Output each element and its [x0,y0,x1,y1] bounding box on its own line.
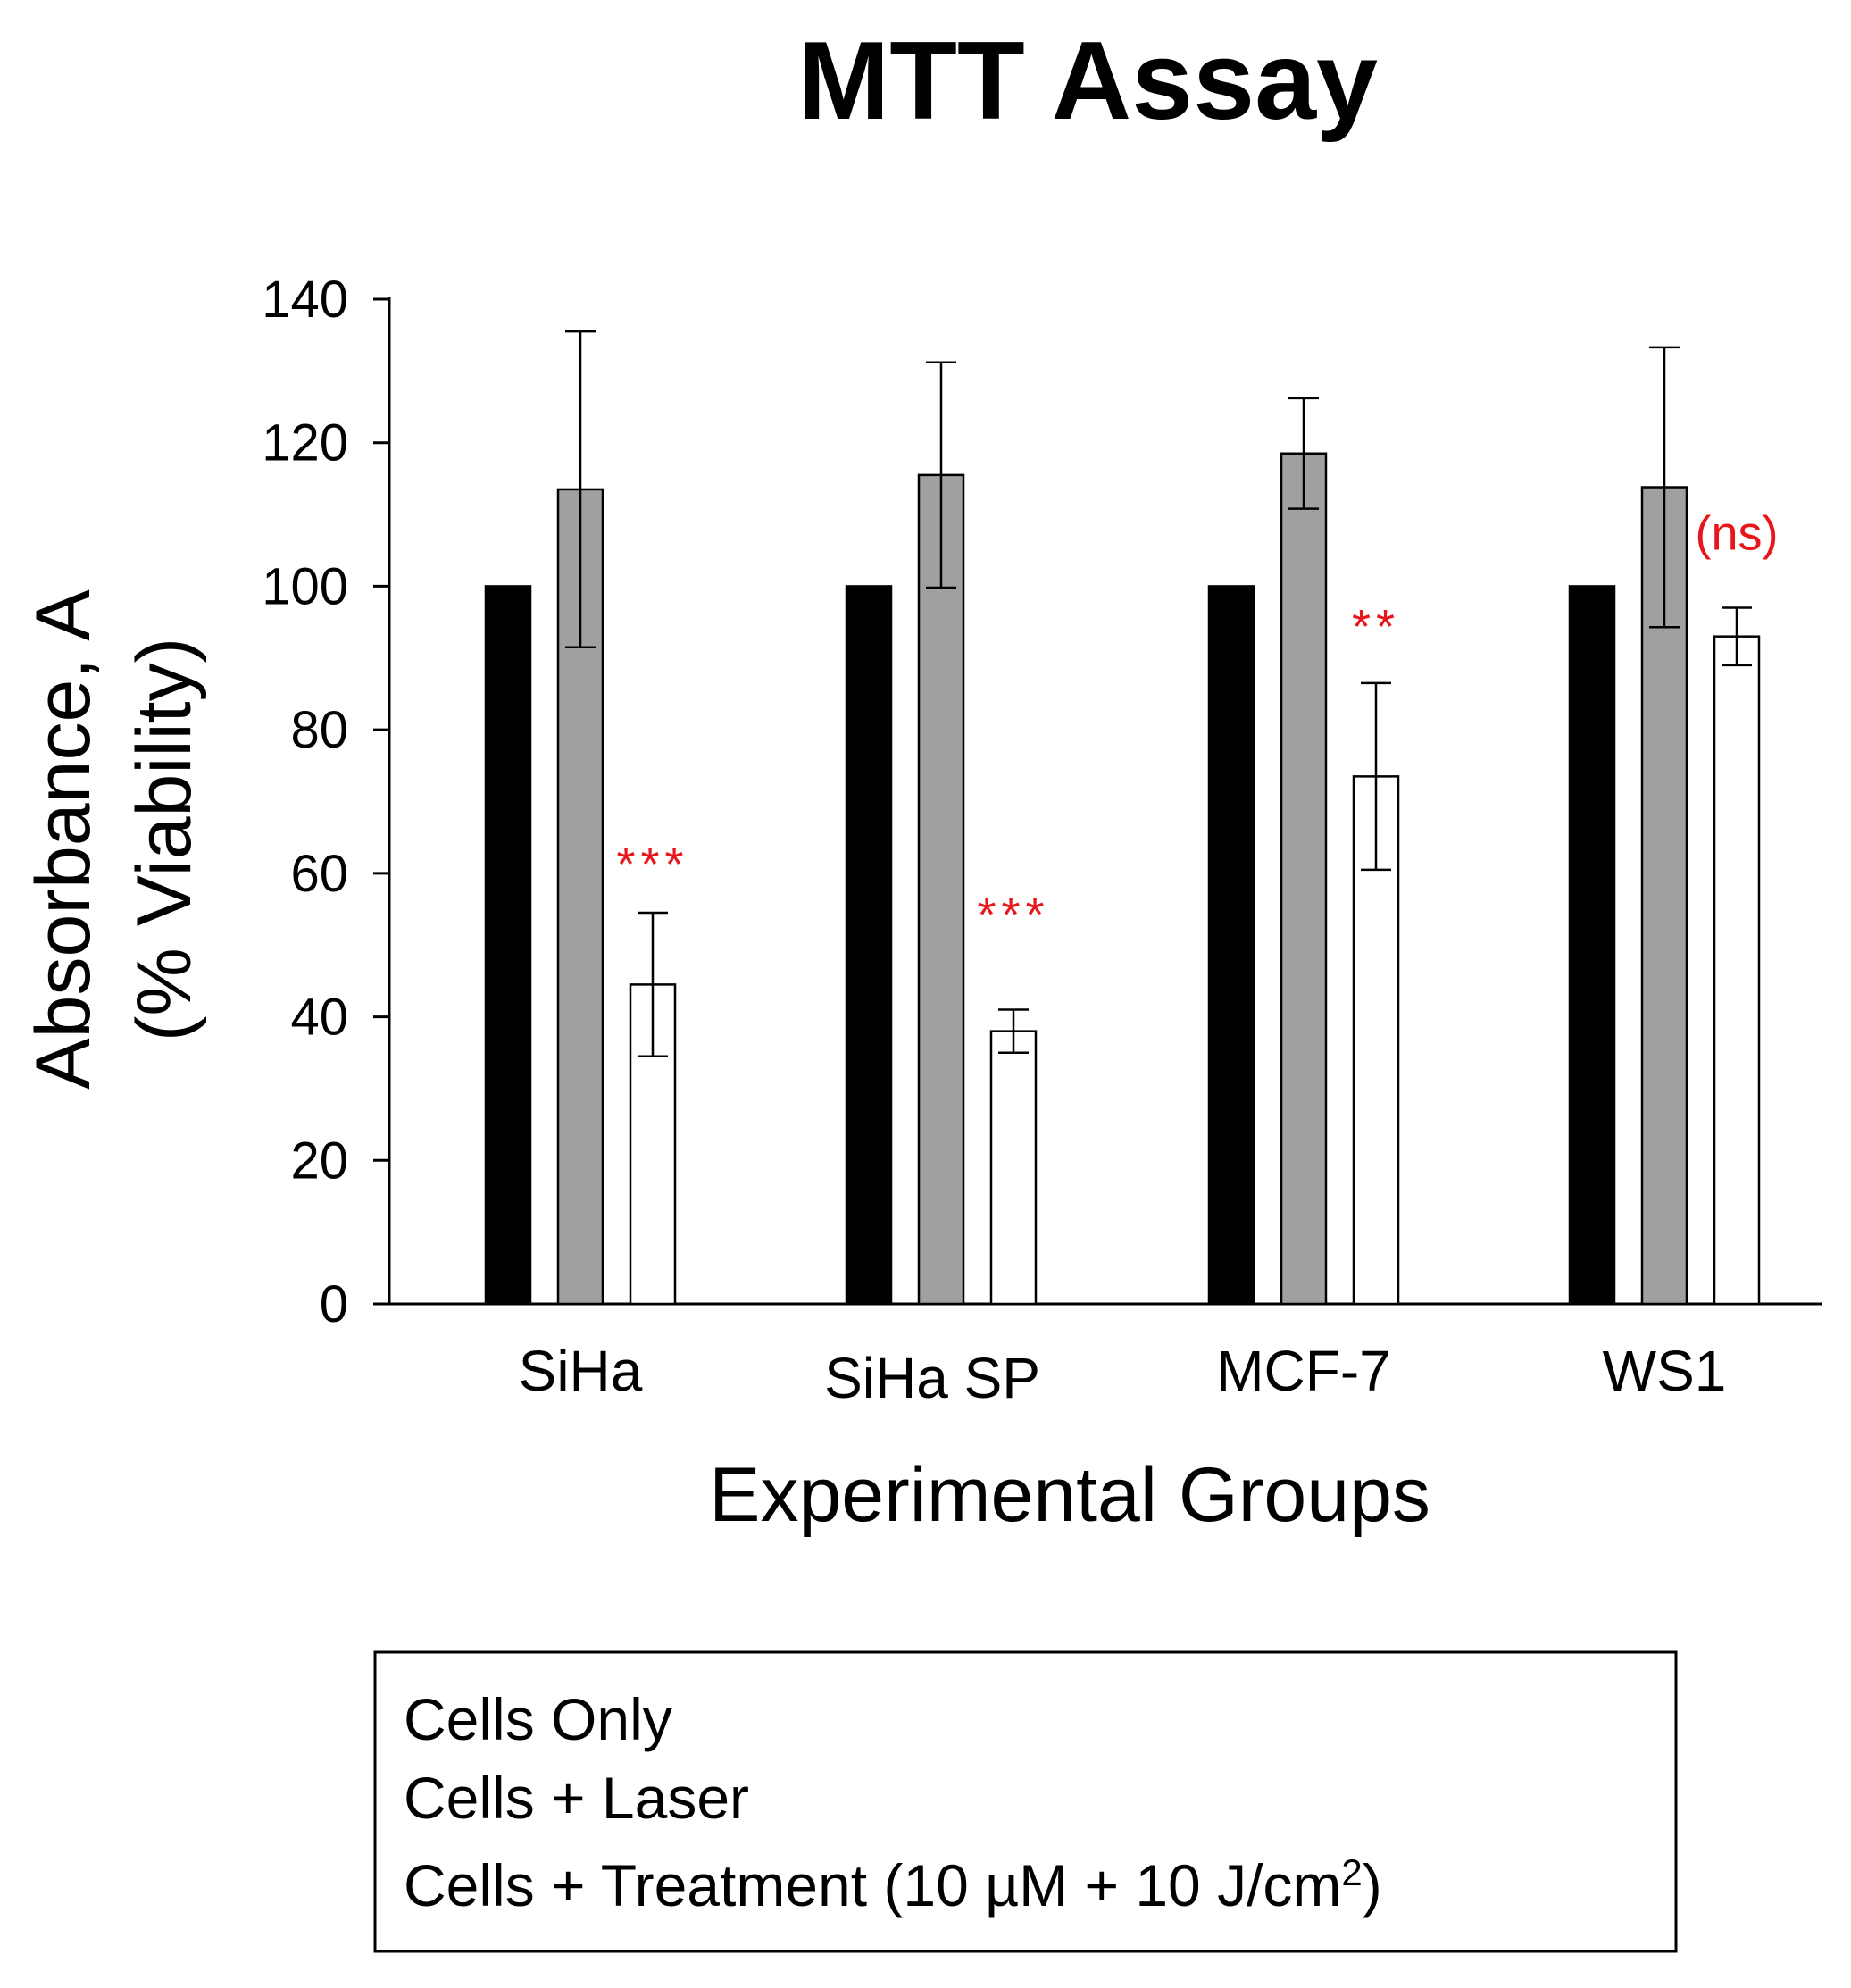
significance-label: (ns) [1696,507,1779,561]
x-tick-label: SiHa [519,1339,643,1403]
bar [1713,635,1761,1306]
bar [1207,585,1255,1306]
y-axis-title-line1: Absorbance, A [21,589,106,1090]
bar [917,473,965,1306]
legend-entry-cells-laser: Cells + Laser [404,1765,749,1831]
y-tick-label: 0 [320,1275,348,1333]
legend: Cells Only Cells + Laser Cells + Treatme… [373,1650,1678,1953]
bar [629,983,677,1306]
significance-label: *** [977,889,1049,942]
x-tick-label: MCF-7 [1216,1339,1391,1403]
chart-title: MTT Assay [797,20,1378,143]
y-tick-label: 140 [262,271,348,329]
legend-entry-cells-treatment: Cells + Treatment (10 µM + 10 J/cm2) [404,1851,1382,1919]
y-axis-title-line2: (% Viability) [121,638,207,1041]
x-axis-title: Experimental Groups [709,1452,1430,1538]
y-tick-label: 120 [262,414,348,472]
legend-entry-superscript: 2 [1341,1851,1362,1893]
plot-area: 0 20 40 60 80 100 120 140 *** SiHa *** SiHa SP ** MCF… [262,271,1822,1410]
x-tick-label: SiHa SP [824,1346,1040,1410]
bar [845,585,893,1306]
legend-entry-suffix: ) [1363,1852,1382,1918]
significance-label: ** [1352,600,1400,654]
y-tick-label: 100 [262,557,348,615]
x-tick-label: WS1 [1603,1339,1727,1403]
y-tick-label: 80 [290,701,348,759]
y-axis-title: Absorbance, A (% Viability) [21,589,207,1090]
bar [484,585,532,1306]
bar [1568,585,1616,1306]
y-tick-label: 40 [290,989,348,1047]
legend-box [373,1650,1678,1953]
legend-entry-cells-treatment-text: Cells + Treatment (10 µM + 10 J/cm [404,1852,1341,1918]
y-tick-label: 60 [290,845,348,903]
bar [1280,452,1328,1306]
bar [989,1030,1038,1306]
y-tick-label: 20 [290,1132,348,1190]
significance-label: *** [616,838,688,891]
legend-entry-cells-only: Cells Only [404,1686,672,1752]
